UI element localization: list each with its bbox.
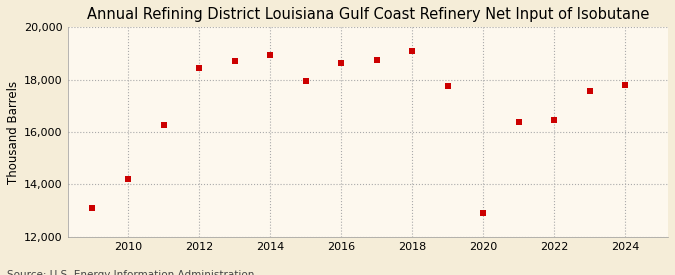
Point bbox=[230, 59, 240, 64]
Y-axis label: Thousand Barrels: Thousand Barrels bbox=[7, 80, 20, 183]
Point bbox=[620, 83, 631, 87]
Point bbox=[300, 79, 311, 83]
Point bbox=[407, 49, 418, 53]
Point bbox=[158, 123, 169, 128]
Point bbox=[478, 211, 489, 215]
Point bbox=[514, 119, 524, 124]
Point bbox=[265, 53, 275, 57]
Point bbox=[335, 60, 346, 65]
Point bbox=[194, 66, 205, 70]
Point bbox=[585, 89, 595, 94]
Point bbox=[87, 206, 98, 210]
Point bbox=[442, 84, 453, 88]
Title: Annual Refining District Louisiana Gulf Coast Refinery Net Input of Isobutane: Annual Refining District Louisiana Gulf … bbox=[86, 7, 649, 22]
Point bbox=[123, 177, 134, 181]
Text: Source: U.S. Energy Information Administration: Source: U.S. Energy Information Administ… bbox=[7, 271, 254, 275]
Point bbox=[549, 118, 560, 122]
Point bbox=[371, 58, 382, 62]
